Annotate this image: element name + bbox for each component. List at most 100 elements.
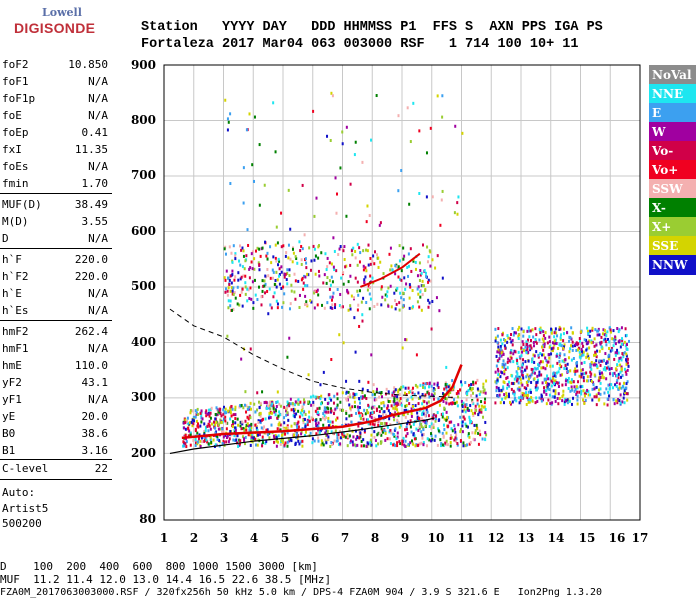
x-tick-label: 12 — [487, 531, 505, 545]
echo-point — [258, 263, 261, 267]
echo-point — [357, 411, 360, 415]
separator — [0, 459, 112, 460]
echo-point — [393, 291, 396, 295]
param-value: N/A — [88, 393, 108, 406]
echo-point — [318, 431, 321, 435]
echo-point — [563, 366, 566, 370]
footer-muf-line: MUF 11.2 11.4 12.0 13.0 14.4 16.5 22.6 3… — [0, 573, 332, 586]
echo-point — [625, 392, 628, 396]
legend-item-ssw: SSW — [649, 179, 696, 199]
echo-point — [265, 440, 268, 444]
echo-point — [366, 418, 369, 422]
echo-point — [197, 425, 200, 429]
echo-point — [246, 287, 249, 291]
echo-point — [368, 213, 371, 217]
echo-point — [242, 426, 245, 430]
echo-point — [370, 443, 373, 447]
echo-point — [497, 373, 500, 377]
echo-point — [303, 417, 306, 421]
echo-point — [577, 348, 580, 352]
echo-point — [496, 378, 499, 382]
echo-point — [354, 256, 357, 260]
echo-point — [449, 390, 452, 394]
echo-point — [425, 410, 428, 414]
echo-point — [257, 261, 260, 265]
echo-point — [593, 344, 596, 348]
echo-point — [365, 397, 368, 401]
echo-point — [427, 414, 430, 418]
echo-point — [355, 437, 358, 441]
echo-point — [471, 400, 474, 404]
echo-point — [284, 432, 287, 436]
echo-point — [244, 390, 247, 394]
echo-point — [338, 333, 341, 337]
echo-point — [292, 251, 295, 255]
echo-point — [467, 408, 470, 412]
echo-point — [571, 340, 574, 344]
echo-point — [408, 296, 411, 300]
echo-point — [448, 402, 451, 406]
echo-point — [408, 422, 411, 426]
echo-point — [302, 418, 305, 422]
echo-point — [348, 403, 351, 407]
echo-point — [408, 283, 411, 287]
echo-point — [232, 413, 235, 417]
echo-point — [375, 444, 378, 448]
echo-point — [587, 354, 590, 358]
echo-point — [478, 408, 481, 412]
echo-point — [431, 195, 434, 199]
echo-point — [413, 437, 416, 441]
echo-point — [282, 244, 285, 248]
echo-point — [353, 396, 356, 400]
echo-point — [623, 367, 626, 371]
echo-point — [420, 413, 423, 417]
y-tick-label: 800 — [130, 113, 156, 127]
echo-point — [360, 439, 363, 443]
echo-point — [519, 398, 522, 402]
echo-point — [301, 444, 304, 448]
echo-point — [410, 395, 413, 399]
echo-point — [573, 369, 576, 373]
echo-point — [474, 404, 477, 408]
echo-point — [257, 400, 260, 404]
echo-point — [291, 260, 294, 264]
echo-point — [303, 400, 306, 404]
param-value: N/A — [88, 304, 108, 317]
echo-point — [329, 306, 332, 310]
echo-point — [393, 397, 396, 401]
echo-point — [232, 292, 235, 296]
echo-point — [428, 249, 431, 253]
echo-point — [534, 339, 537, 343]
echo-point — [617, 398, 620, 402]
echo-point — [614, 353, 617, 357]
echo-point — [361, 396, 364, 400]
echo-point — [366, 411, 369, 415]
echo-point — [249, 407, 252, 411]
x-tick-label: 8 — [370, 531, 380, 545]
echo-point — [398, 425, 401, 429]
echo-point — [419, 295, 422, 299]
echo-point — [369, 411, 372, 415]
echo-point — [383, 410, 386, 414]
echo-point — [387, 390, 390, 394]
echo-point — [556, 396, 559, 400]
echo-point — [320, 394, 323, 398]
echo-point — [221, 427, 224, 431]
echo-point — [271, 402, 274, 406]
echo-point — [397, 265, 400, 269]
echo-point — [421, 433, 424, 437]
echo-point — [462, 444, 465, 448]
echo-point — [236, 417, 239, 421]
echo-point — [533, 344, 536, 348]
echo-point — [506, 376, 509, 380]
echo-point — [417, 285, 420, 289]
echo-point — [561, 383, 564, 387]
echo-point — [540, 329, 543, 333]
echo-point — [503, 365, 506, 369]
param-value: N/A — [88, 287, 108, 300]
echo-point — [554, 399, 557, 403]
echo-point — [619, 393, 622, 397]
echo-point — [510, 387, 513, 391]
echo-point — [389, 268, 392, 272]
x-tick-label: 3 — [219, 531, 229, 545]
